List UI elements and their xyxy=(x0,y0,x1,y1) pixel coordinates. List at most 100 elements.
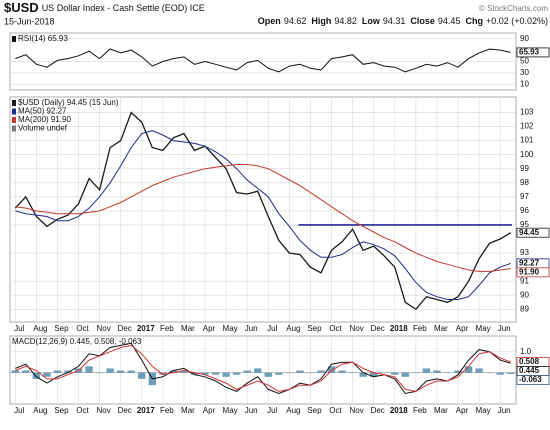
y-tick-label: 97 xyxy=(520,192,529,201)
histogram-bar xyxy=(211,372,220,375)
x-tick-label: Oct xyxy=(76,406,89,415)
legend-swatch xyxy=(12,100,16,106)
x-tick-label: Dec xyxy=(371,406,385,415)
quote: Open 94.62 High 94.82 Low 94.31 Close 94.45 Chg +… xyxy=(258,16,548,26)
histogram-bar xyxy=(464,366,473,373)
histogram-bar xyxy=(116,370,125,373)
x-tick-label: Dec xyxy=(118,406,132,415)
x-tick-label: Apr xyxy=(203,406,216,415)
histogram-bar xyxy=(106,368,114,373)
y-tick-label: 99 xyxy=(520,164,529,173)
histogram-bar xyxy=(222,372,230,377)
histogram-bar xyxy=(433,370,441,373)
legend-swatch xyxy=(12,36,16,42)
x-tick-label: Jun xyxy=(498,406,511,415)
value-tag: 0.508 xyxy=(519,357,540,366)
histogram-bar xyxy=(412,372,420,374)
x-tick-label: Jun xyxy=(245,406,258,415)
histogram-bar xyxy=(159,372,167,375)
x-tick-label: Feb xyxy=(160,406,174,415)
x-tick-label: Sep xyxy=(307,324,322,333)
x-tick-label: Aug xyxy=(33,324,47,333)
histogram-bar xyxy=(296,370,304,373)
quote-label: Open xyxy=(258,16,281,26)
panel-frame xyxy=(9,335,517,405)
series-line xyxy=(14,111,512,311)
y-tick-label: 50 xyxy=(520,57,529,66)
y-tick-label: 93 xyxy=(520,248,529,257)
y-tick-label: 101 xyxy=(520,136,534,145)
x-tick-label: Feb xyxy=(160,324,174,333)
legend-entry: RSI(14) 65.93 xyxy=(18,34,68,43)
value-tag-box xyxy=(516,227,550,238)
histogram-bar xyxy=(348,372,357,374)
histogram-bar xyxy=(380,372,388,374)
legend-swatch xyxy=(12,125,16,132)
legend-entry: MA(50) 92.27 xyxy=(18,107,67,116)
histogram-bar xyxy=(11,370,19,373)
histogram-bar xyxy=(243,370,251,373)
legend-swatch xyxy=(12,117,16,123)
legend-entry: MA(200) 91.90 xyxy=(18,115,71,124)
series-line xyxy=(15,164,511,272)
x-tick-label: Jun xyxy=(498,324,511,333)
y-tick-label: 1.0 xyxy=(520,347,532,356)
legend-entry: $USD (Daily) 94.45 (15 Jun) xyxy=(18,98,119,107)
quote-value: 94.31 xyxy=(383,16,406,26)
quote-label: Chg xyxy=(465,16,483,26)
legend-swatch xyxy=(12,108,16,115)
x-tick-label: Jun xyxy=(245,324,258,333)
y-tick-label: 90 xyxy=(520,290,529,299)
y-tick-label: 102 xyxy=(520,122,534,131)
symbol: $USD xyxy=(4,0,39,15)
value-tag: 92.27 xyxy=(519,258,540,267)
quote-label: Close xyxy=(410,16,435,26)
x-tick-label: Feb xyxy=(413,324,427,333)
value-tag: 91.90 xyxy=(519,267,540,276)
histogram-bar xyxy=(338,370,346,373)
x-tick-label: Apr xyxy=(203,324,216,333)
x-tick-label: Sep xyxy=(307,406,322,415)
x-tick-label: Jul xyxy=(14,324,24,333)
x-tick-label: Mar xyxy=(181,406,195,415)
x-tick-label: May xyxy=(223,406,238,415)
histogram-bar xyxy=(180,370,188,373)
histogram-bar xyxy=(507,372,515,374)
histogram-bar xyxy=(95,372,104,374)
histogram-bar xyxy=(22,370,30,373)
histogram-bar xyxy=(232,372,241,375)
x-tick-label: Dec xyxy=(371,324,385,333)
y-tick-label: 100 xyxy=(520,150,534,159)
x-tick-label: Aug xyxy=(33,406,47,415)
x-tick-label: May xyxy=(476,324,491,333)
x-tick-label: May xyxy=(223,324,238,333)
value-tag-box xyxy=(516,47,550,58)
value-tag: 0.445 xyxy=(519,366,540,375)
date: 15-Jun-2018 xyxy=(4,16,55,26)
histogram-bar xyxy=(359,372,367,377)
x-tick-label: Mar xyxy=(181,324,195,333)
histogram-bar xyxy=(496,372,504,375)
panel-label: MACD(12,26,9) 0.445, 0.508, -0.063 xyxy=(12,337,142,346)
histogram-bar xyxy=(369,372,378,377)
y-tick-label: 96 xyxy=(520,206,529,215)
x-tick-label: Jul xyxy=(267,406,277,415)
x-tick-label: Nov xyxy=(349,324,363,333)
histogram-bar xyxy=(85,366,93,373)
quote-label: Low xyxy=(362,16,381,26)
histogram-bar xyxy=(275,372,283,375)
legend-entry: Volume undef xyxy=(18,124,68,133)
histogram-bar xyxy=(391,372,399,375)
histogram-bar xyxy=(454,370,462,373)
panel-frame xyxy=(9,96,517,323)
y-tick-label: 95 xyxy=(520,220,529,229)
quote-value: 94.45 xyxy=(438,16,461,26)
histogram-bar xyxy=(53,370,62,373)
x-tick-label: 2017 xyxy=(137,324,155,333)
histogram-bar xyxy=(443,372,452,374)
x-tick-label: Aug xyxy=(286,406,300,415)
histogram-bar xyxy=(422,368,431,373)
header-title: $USD US Dollar Index - Cash Settle (EOD) … xyxy=(4,0,205,15)
value-tag: 65.93 xyxy=(519,48,540,57)
histogram-bar xyxy=(169,370,178,373)
